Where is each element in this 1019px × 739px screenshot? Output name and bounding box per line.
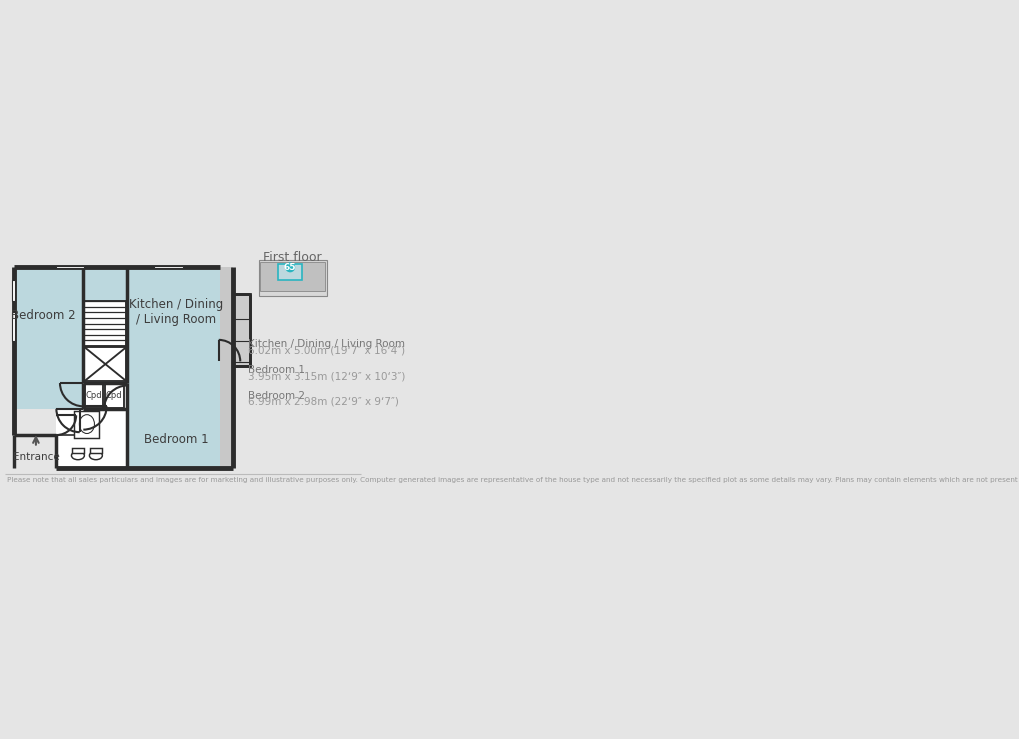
Ellipse shape — [71, 452, 85, 460]
Bar — [260, 262, 325, 290]
Bar — [278, 264, 302, 280]
Bar — [13, 383, 84, 409]
Bar — [72, 448, 84, 452]
Ellipse shape — [79, 415, 95, 434]
Bar — [56, 409, 127, 468]
Bar — [85, 347, 126, 381]
Text: Bedroom 2: Bedroom 2 — [248, 390, 305, 401]
Bar — [258, 260, 326, 296]
Text: Please note that all sales particulars and images are for marketing and illustra: Please note that all sales particulars a… — [7, 477, 1019, 483]
Bar — [56, 265, 85, 268]
Text: Kitchen / Dining / Living Room: Kitchen / Dining / Living Room — [248, 338, 405, 349]
Bar — [12, 312, 15, 341]
Text: First floor: First floor — [263, 251, 322, 264]
Bar — [13, 267, 232, 383]
Text: Bedroom 1: Bedroom 1 — [248, 364, 305, 375]
Bar — [105, 384, 123, 408]
Bar — [74, 411, 100, 437]
Bar — [12, 279, 15, 301]
Bar — [154, 265, 183, 268]
Bar — [84, 383, 127, 409]
Text: Bedroom 2: Bedroom 2 — [11, 309, 75, 322]
Text: Cpd: Cpd — [106, 392, 122, 401]
Ellipse shape — [90, 452, 102, 460]
Bar — [13, 435, 56, 468]
Text: 6.99m x 2.98m (22‘9″ x 9‘7″): 6.99m x 2.98m (22‘9″ x 9‘7″) — [248, 397, 398, 407]
Circle shape — [285, 263, 294, 272]
Text: 65: 65 — [283, 263, 297, 272]
Bar — [127, 409, 219, 468]
Text: Cpd: Cpd — [86, 392, 102, 401]
Bar — [127, 383, 219, 409]
Bar — [219, 267, 232, 468]
Text: Bedroom 1: Bedroom 1 — [144, 433, 208, 446]
Bar — [85, 384, 103, 408]
Bar — [232, 294, 250, 366]
Bar — [85, 301, 126, 346]
Bar — [90, 448, 102, 452]
Text: 6.02m x 5.00m (19‘7″ x 16‘4″): 6.02m x 5.00m (19‘7″ x 16‘4″) — [248, 345, 405, 355]
Text: 3.95m x 3.15m (12‘9″ x 10‘3″): 3.95m x 3.15m (12‘9″ x 10‘3″) — [248, 371, 405, 381]
Text: Entrance: Entrance — [12, 452, 59, 463]
Text: Kitchen / Dining
/ Living Room: Kitchen / Dining / Living Room — [128, 298, 223, 326]
